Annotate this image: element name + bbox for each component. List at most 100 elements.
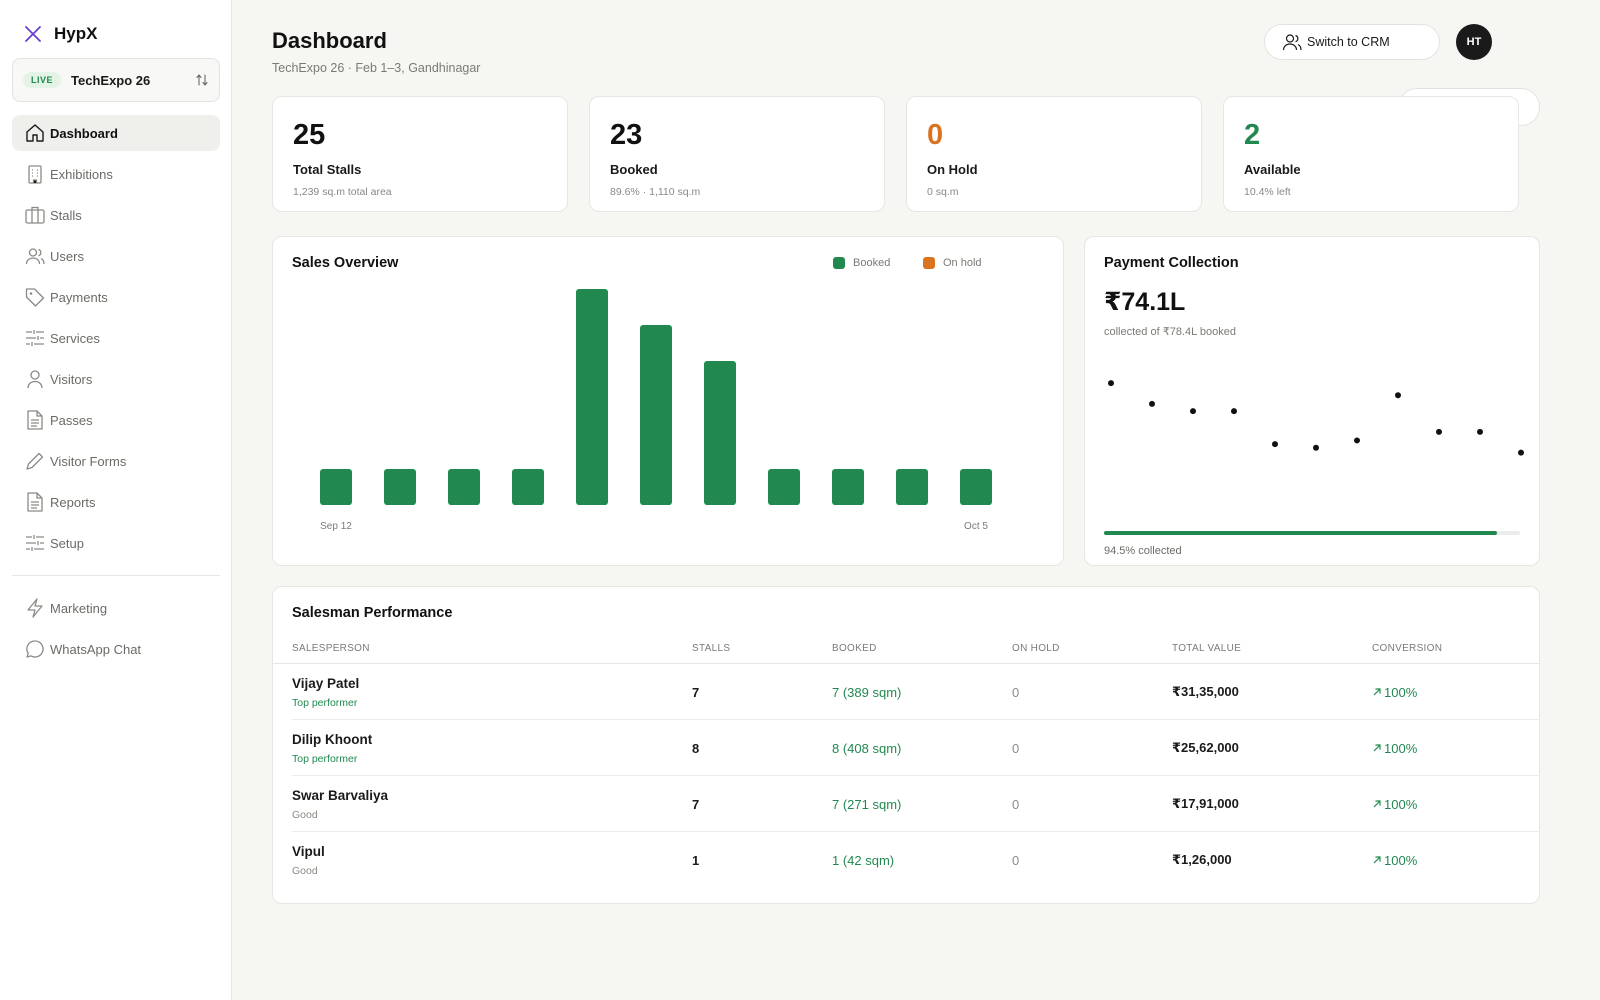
nav-item-label: Stalls: [50, 207, 82, 223]
nav-item-visitor-forms[interactable]: Visitor Forms: [12, 443, 220, 479]
stat-sub: 0 sq.m: [927, 186, 959, 198]
page-subtitle: TechExpo 26 · Feb 1–3, Gandhinagar: [272, 61, 481, 75]
column-header-booked: BOOKED: [832, 643, 877, 654]
panel-title: Salesman Performance: [292, 605, 453, 621]
home-icon: [26, 124, 44, 142]
collection-progress-fill: [1104, 531, 1498, 535]
stalls-cell: 8: [692, 740, 700, 756]
stat-label: Available: [1244, 162, 1301, 177]
panel-title: Sales Overview: [292, 255, 399, 271]
brand[interactable]: HypX: [24, 24, 97, 44]
nav-item-label: Users: [50, 248, 84, 264]
arrow-up-right-icon: [1373, 856, 1381, 864]
collection-progress-bar: [1104, 531, 1520, 535]
scatter-point[interactable]: [1231, 408, 1237, 415]
briefcase-icon: [25, 206, 45, 224]
scatter-point[interactable]: [1149, 400, 1155, 407]
nav-item-marketing[interactable]: Marketing: [12, 590, 220, 626]
bar-booked[interactable]: [704, 361, 736, 505]
performance-tag: Top performer: [292, 696, 358, 709]
bar-booked[interactable]: [384, 469, 416, 505]
total-value-cell: ₹31,35,000: [1172, 684, 1239, 699]
stat-value: 0: [927, 119, 944, 151]
bar-booked[interactable]: [448, 469, 480, 505]
document-icon: [27, 492, 43, 512]
payment-scatter-chart: [1108, 380, 1524, 456]
scatter-point[interactable]: [1395, 392, 1401, 399]
nav-item-whatsapp-chat[interactable]: WhatsApp Chat: [12, 631, 220, 667]
scatter-point[interactable]: [1190, 408, 1196, 415]
scatter-point[interactable]: [1272, 441, 1278, 448]
switch-to-crm-button[interactable]: Switch to CRM: [1264, 24, 1440, 60]
on-hold-cell: 0: [1012, 852, 1020, 868]
total-value-cell: ₹25,62,000: [1172, 740, 1239, 755]
scatter-point[interactable]: [1436, 428, 1442, 435]
bar-booked[interactable]: [960, 469, 992, 505]
bar-booked[interactable]: [320, 469, 352, 505]
on-hold-cell: 0: [1012, 796, 1020, 812]
nav-item-services[interactable]: Services: [12, 320, 220, 356]
nav-item-users[interactable]: Users: [12, 238, 220, 274]
hypx-logo-icon: [25, 26, 41, 42]
bar-booked[interactable]: [576, 289, 608, 505]
bar-booked[interactable]: [768, 469, 800, 505]
nav-item-exhibitions[interactable]: Exhibitions: [12, 156, 220, 192]
nav-item-visitors[interactable]: Visitors: [12, 361, 220, 397]
table-row[interactable]: Vipul Good 1 1 (42 sqm) 0 ₹1,26,000 100%: [292, 832, 1540, 888]
conversion-cell: 100%: [1372, 776, 1417, 832]
scatter-point[interactable]: [1354, 437, 1360, 444]
conversion-value: 100%: [1384, 796, 1418, 812]
salesperson-name: Swar Barvaliya: [292, 787, 389, 803]
bar-booked[interactable]: [832, 469, 864, 505]
nav-item-setup[interactable]: Setup: [12, 525, 220, 561]
scatter-point[interactable]: [1518, 449, 1524, 456]
nav-item-reports[interactable]: Reports: [12, 484, 220, 520]
stat-label: Booked: [610, 162, 658, 177]
nav-item-stalls[interactable]: Stalls: [12, 197, 220, 233]
column-header-salesperson: SALESPERSON: [292, 643, 370, 654]
salesperson-name: Vijay Patel: [292, 675, 360, 691]
stat-sub: 1,239 sq.m total area: [293, 186, 392, 198]
crm-button-label: Switch to CRM: [1307, 35, 1390, 49]
nav-item-passes[interactable]: Passes: [12, 402, 220, 438]
conversion-value: 100%: [1384, 740, 1418, 756]
conversion-cell: 100%: [1372, 832, 1417, 888]
arrow-up-right-icon: [1373, 744, 1381, 752]
stat-value: 25: [293, 119, 326, 151]
event-switcher[interactable]: LIVE TechExpo 26: [12, 58, 220, 102]
stat-value: 23: [610, 119, 643, 151]
table-row[interactable]: Dilip Khoont Top performer 8 8 (408 sqm)…: [292, 720, 1540, 776]
nav-item-dashboard[interactable]: Dashboard: [12, 115, 220, 151]
bar-booked[interactable]: [640, 325, 672, 505]
nav-item-label: Setup: [50, 535, 84, 551]
nav-item-label: Reports: [50, 494, 96, 510]
bar-booked[interactable]: [512, 469, 544, 505]
salesperson-cell: Vipul Good: [292, 832, 325, 888]
payment-amount: ₹74.1L: [1104, 288, 1186, 316]
nav-item-label: Visitors: [50, 371, 93, 387]
legend-swatch-booked: [833, 257, 845, 269]
booked-cell: 8 (408 sqm): [832, 740, 902, 756]
swap-vertical-icon: [196, 74, 208, 86]
bar-booked[interactable]: [896, 469, 928, 505]
conversion-value: 100%: [1384, 684, 1418, 700]
stalls-cell: 7: [692, 684, 700, 700]
scatter-point[interactable]: [1313, 444, 1319, 451]
table-row[interactable]: Vijay Patel Top performer 7 7 (389 sqm) …: [292, 664, 1540, 720]
stalls-cell: 7: [692, 796, 700, 812]
scatter-point[interactable]: [1477, 428, 1483, 435]
users-icon: [25, 248, 45, 265]
scatter-point[interactable]: [1108, 380, 1114, 387]
nav-item-label: Passes: [50, 412, 93, 428]
user-avatar[interactable]: HT: [1456, 24, 1492, 60]
table-row[interactable]: Swar Barvaliya Good 7 7 (271 sqm) 0 ₹17,…: [292, 776, 1540, 832]
stat-card-on-hold: 0 On Hold 0 sq.m: [906, 96, 1202, 212]
user-icon: [27, 370, 43, 389]
nav-item-payments[interactable]: Payments: [12, 279, 220, 315]
payment-subtitle: collected of ₹78.4L booked: [1104, 326, 1236, 338]
legend-swatch-on-hold: [923, 257, 935, 269]
performance-tag: Good: [292, 864, 318, 877]
conversion-value: 100%: [1384, 852, 1418, 868]
event-name: TechExpo 26: [71, 72, 151, 88]
table-header-divider: [273, 663, 1539, 664]
